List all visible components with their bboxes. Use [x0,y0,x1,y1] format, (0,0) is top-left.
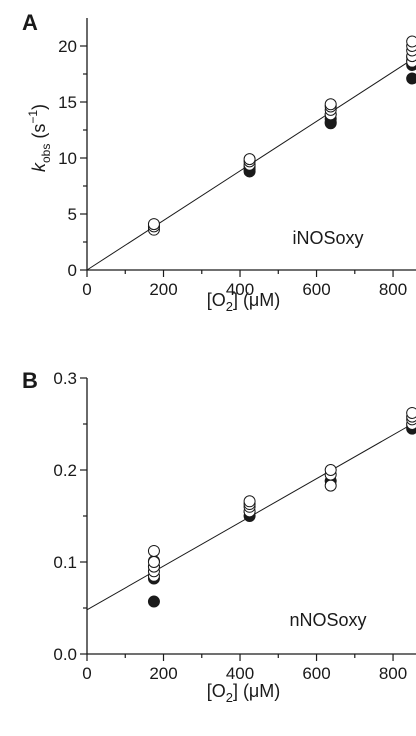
data-point-open [147,544,160,557]
y-tick-label: 20 [58,37,77,56]
x-tick-label: 400 [226,280,254,299]
data-point-open [147,556,160,568]
panel-letter: A [22,10,38,35]
y-tick-label: 0 [68,261,77,280]
x-tick-label: 800 [379,664,407,683]
x-tick-label: 600 [302,664,330,683]
data-point-open [243,495,256,508]
data-point-open [406,406,416,419]
panel-letter: B [22,368,38,393]
x-tick-label: 200 [149,664,177,683]
series-annotation: iNOSoxy [292,228,363,248]
chart-panel-a: A 0 200 400 600 800 0 5 10 15 20 iNOSoxy [O2] (μM) ko… [22,10,416,314]
y-tick-label: 0.0 [53,645,77,664]
data-point-open [406,35,416,48]
y-tick-label: 0.1 [53,553,77,572]
y-tick-label: 0.2 [53,461,77,480]
data-point-open [147,218,160,231]
data-point-open [324,98,337,111]
x-tick-label: 800 [379,280,407,299]
x-tick-label: 600 [302,280,330,299]
x-tick-label: 0 [82,280,91,299]
y-tick-label: 0.3 [53,369,77,388]
data-point-open [324,479,337,492]
x-axis-label: [O2] (μM) [207,681,281,705]
y-tick-label: 10 [58,149,77,168]
data-point-open [243,153,256,166]
y-axis-label: kobs (s−1) [26,104,53,172]
data-point-open [324,464,337,476]
chart-panel-b: B 0 200 400 600 800 0.0 0.1 0.2 0.3 nNOSoxy [O2] (μ… [22,368,416,705]
data-point-filled [406,72,416,85]
x-axis-label: [O2] (μM) [207,290,281,314]
x-tick-label: 0 [82,664,91,683]
data-point-filled [147,595,160,608]
series-annotation: nNOSoxy [289,610,366,630]
y-tick-label: 15 [58,93,77,112]
x-tick-label: 200 [149,280,177,299]
y-tick-label: 5 [68,205,77,224]
x-tick-label: 400 [226,664,254,683]
